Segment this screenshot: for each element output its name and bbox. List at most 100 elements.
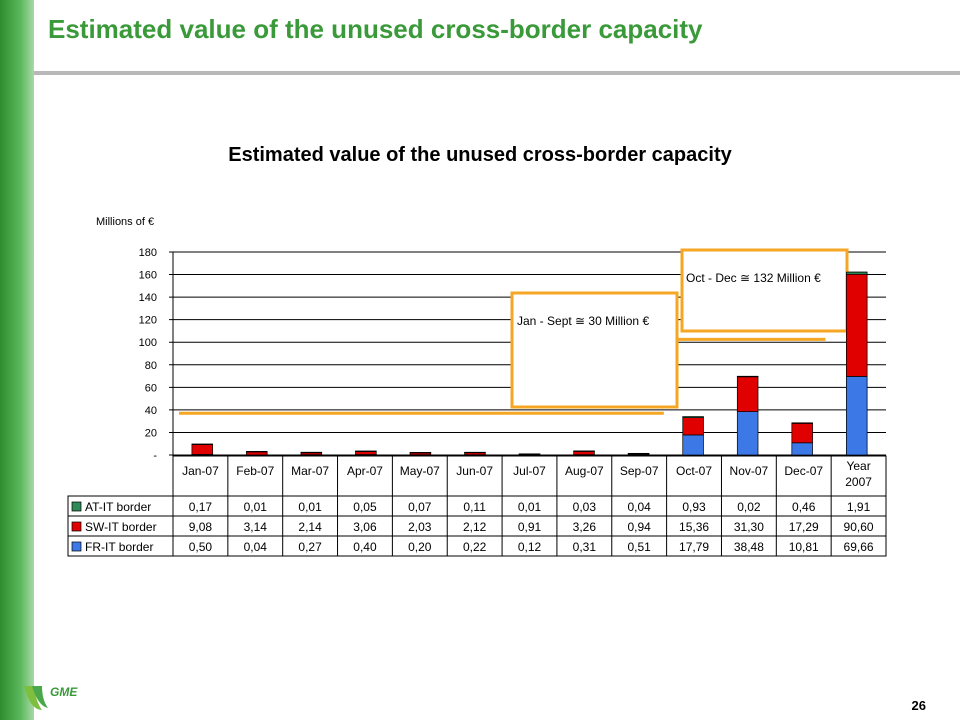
category-label: May-07 bbox=[400, 464, 440, 478]
table-cell-value: 0,20 bbox=[408, 540, 432, 554]
y-tick-label: 40 bbox=[145, 405, 157, 417]
slide-title: Estimated value of the unused cross-bord… bbox=[48, 14, 703, 44]
bar-segment bbox=[300, 451, 323, 454]
y-tick-label: 180 bbox=[139, 247, 157, 259]
legend-series-name: FR-IT border bbox=[85, 540, 153, 554]
category-label: Mar-07 bbox=[291, 464, 329, 478]
page-number: 26 bbox=[911, 698, 926, 713]
table-cell-value: 0,17 bbox=[189, 500, 213, 514]
logo-text: GME bbox=[50, 685, 78, 699]
bar-segment bbox=[518, 453, 541, 455]
bar-segment bbox=[846, 271, 868, 275]
legend-series-name: AT-IT border bbox=[85, 500, 151, 514]
annotation-text-oct-dec: Oct - Dec ≅ 132 Million € bbox=[686, 271, 821, 285]
table-cell-value: 0,02 bbox=[737, 500, 761, 514]
legend-swatch bbox=[71, 541, 82, 552]
bar-segment bbox=[191, 443, 213, 455]
table-cell-value: 0,46 bbox=[792, 500, 816, 514]
bar-segment bbox=[409, 452, 432, 454]
category-label: Aug-07 bbox=[565, 464, 604, 478]
category-label-line2: 2007 bbox=[845, 475, 872, 489]
category-label: Nov-07 bbox=[730, 464, 769, 478]
legend-swatch bbox=[71, 501, 82, 512]
table-cell-value: 3,14 bbox=[244, 520, 268, 534]
y-tick-label: 160 bbox=[139, 270, 157, 282]
category-label: Dec-07 bbox=[784, 464, 823, 478]
table-cell-value: 38,48 bbox=[734, 540, 764, 554]
table-cell-value: 0,27 bbox=[298, 540, 322, 554]
bar-segment bbox=[846, 273, 868, 377]
bar-segment bbox=[791, 422, 813, 424]
bar-segment bbox=[627, 452, 650, 455]
table-cell-value: 0,04 bbox=[244, 540, 268, 554]
annotation-text-jan-sept: Jan - Sept ≅ 30 Million € bbox=[517, 314, 649, 328]
table-cell-value: 0,07 bbox=[408, 500, 432, 514]
category-label: Sep-07 bbox=[620, 464, 659, 478]
table-cell-value: 31,30 bbox=[734, 520, 764, 534]
y-tick-label: 20 bbox=[145, 427, 157, 439]
bar-segment bbox=[736, 375, 759, 412]
table-cell-value: 0,01 bbox=[298, 500, 322, 514]
table-cell-value: 0,01 bbox=[244, 500, 268, 514]
table-cell-value: 0,93 bbox=[682, 500, 706, 514]
category-label: Jun-07 bbox=[456, 464, 493, 478]
y-tick-label: - bbox=[153, 450, 157, 462]
bar-segment bbox=[246, 451, 268, 453]
chart-title: Estimated value of the unused cross-bord… bbox=[228, 144, 732, 166]
category-label-line1: Year bbox=[846, 459, 870, 473]
bar-segment bbox=[355, 450, 377, 452]
table-cell-value: 0,01 bbox=[518, 500, 542, 514]
category-label: Jan-07 bbox=[182, 464, 219, 478]
table-cell-value: 0,03 bbox=[573, 500, 597, 514]
table-cell-value: 0,51 bbox=[628, 540, 652, 554]
table-cell-value: 0,22 bbox=[463, 540, 487, 554]
table-cell-value: 0,11 bbox=[463, 500, 486, 514]
table-cell-value: 17,29 bbox=[789, 520, 819, 534]
table-cell-value: 2,12 bbox=[463, 520, 487, 534]
bar-segment bbox=[736, 375, 759, 378]
table-row-frame bbox=[67, 535, 887, 557]
table-cell-value: 0,04 bbox=[628, 500, 652, 514]
table-cell-value: 0,12 bbox=[518, 540, 542, 554]
bar-segment bbox=[682, 416, 704, 418]
table-cell-value: 0,40 bbox=[353, 540, 377, 554]
bar-segment bbox=[846, 376, 868, 456]
bar-segment bbox=[573, 450, 595, 452]
category-label: Oct-07 bbox=[676, 464, 712, 478]
table-cell-value: 0,94 bbox=[628, 520, 652, 534]
title-divider bbox=[34, 71, 960, 75]
bar-segment bbox=[791, 422, 813, 444]
y-tick-label: 60 bbox=[145, 382, 157, 394]
bar-segment bbox=[464, 451, 486, 454]
category-label: Apr-07 bbox=[347, 464, 383, 478]
table-cell-value: 2,14 bbox=[298, 520, 322, 534]
table-cell-value: 69,66 bbox=[844, 540, 874, 554]
y-tick-label: 140 bbox=[139, 292, 157, 304]
y-tick-label: 100 bbox=[139, 337, 157, 349]
category-label: Feb-07 bbox=[236, 464, 274, 478]
table-cell-value: 0,31 bbox=[573, 540, 597, 554]
table-cell-value: 9,08 bbox=[189, 520, 213, 534]
legend-swatch bbox=[71, 521, 82, 532]
table-cell-value: 0,50 bbox=[189, 540, 213, 554]
bar-segment bbox=[682, 417, 704, 436]
table-cell-value: 3,26 bbox=[573, 520, 597, 534]
category-label: Jul-07 bbox=[513, 464, 546, 478]
table-cell-value: 15,36 bbox=[679, 520, 709, 534]
table-cell-value: 2,03 bbox=[408, 520, 432, 534]
bar-segment bbox=[682, 434, 704, 456]
table-cell-value: 90,60 bbox=[844, 520, 874, 534]
legend-series-name: SW-IT border bbox=[85, 520, 157, 534]
bar-segment bbox=[736, 411, 759, 456]
bar-segment bbox=[191, 443, 213, 445]
annotation-box-oct-dec bbox=[680, 248, 849, 333]
y-axis-unit-label: Millions of € bbox=[96, 216, 155, 228]
table-cell-value: 1,91 bbox=[847, 500, 871, 514]
y-tick-label: 80 bbox=[145, 360, 157, 372]
table-cell-value: 10,81 bbox=[789, 540, 819, 554]
annotation-box-jan-sept bbox=[510, 291, 679, 409]
y-tick-label: 120 bbox=[139, 315, 157, 327]
table-cell-value: 3,06 bbox=[353, 520, 377, 534]
side-accent-bar bbox=[0, 0, 34, 720]
